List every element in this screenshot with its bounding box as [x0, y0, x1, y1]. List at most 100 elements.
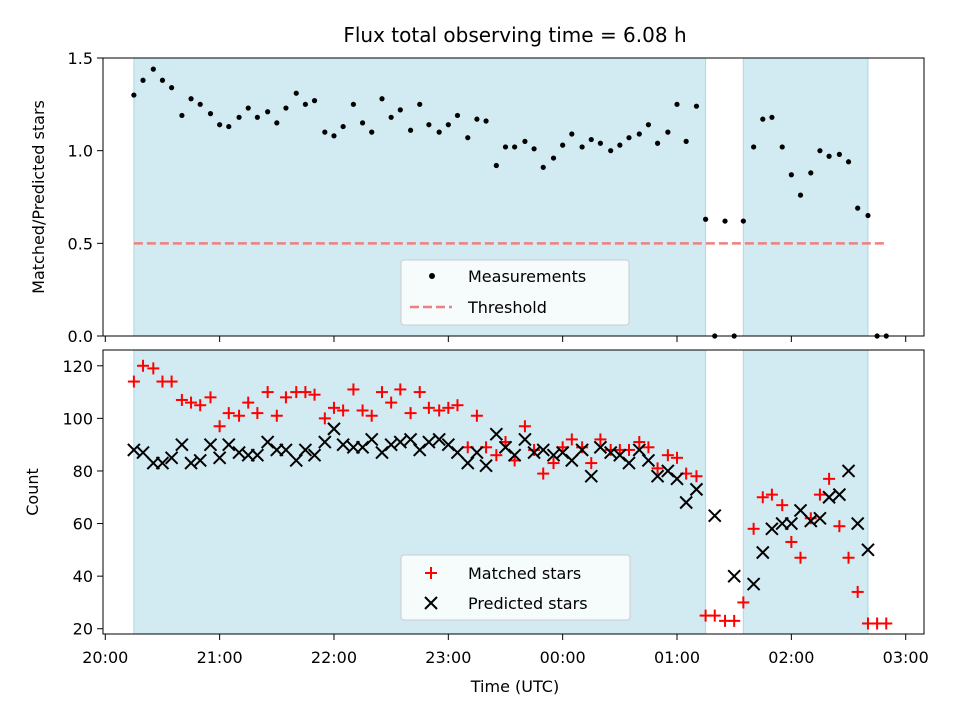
- measurement-point: [322, 129, 328, 135]
- predicted-star-marker: [175, 437, 189, 452]
- matched-star-marker: [308, 388, 321, 401]
- measurement-point: [626, 135, 632, 141]
- bottom-panel: 20 40 60 80 100 120 20:00 21:00 22:00 23:00 00:00…: [23, 349, 929, 696]
- measurement-point: [483, 118, 489, 124]
- measurement-point: [865, 212, 871, 219]
- measurement-point: [560, 142, 566, 148]
- predicted-star-marker: [641, 453, 656, 468]
- matched-star-marker: [518, 420, 531, 433]
- measurement-point: [131, 92, 137, 98]
- measurement-point: [150, 66, 156, 72]
- legend-matched-marker: [425, 567, 437, 579]
- matched-star-marker: [851, 585, 864, 598]
- predicted-star-marker: [832, 487, 847, 502]
- matched-star-marker: [671, 451, 684, 464]
- predicted-star-marker: [470, 445, 484, 460]
- bottom-y-tick-label: 100: [62, 409, 93, 428]
- matched-star-marker: [213, 420, 226, 433]
- predicted-star-marker: [203, 437, 218, 452]
- matched-star-marker: [442, 401, 455, 414]
- matched-star-marker: [433, 404, 446, 417]
- measurement-point: [454, 112, 461, 119]
- predicted-star-marker: [804, 514, 818, 528]
- measurement-point: [140, 77, 146, 83]
- matched-star-marker: [327, 401, 340, 414]
- predicted-star-marker: [593, 440, 608, 455]
- bottom-y-tick-label: 120: [62, 357, 93, 376]
- predicted-star-marker: [193, 453, 207, 468]
- measurement-point: [226, 123, 232, 130]
- bottom-legend-box: [400, 554, 631, 621]
- matched-star-marker: [242, 396, 255, 409]
- top-y-tick-label: 1.5: [68, 49, 93, 68]
- predicted-star-marker: [603, 445, 618, 460]
- measurement-point: [217, 122, 223, 128]
- x-tick-label: 03:00: [883, 648, 929, 667]
- matched-star-marker: [651, 462, 664, 475]
- predicted-star-marker: [336, 437, 350, 452]
- measurement-point: [751, 144, 757, 150]
- predicted-star-marker: [575, 443, 589, 457]
- predicted-star-marker: [650, 469, 665, 483]
- x-tick-label: 23:00: [425, 648, 471, 667]
- x-tick-label: 22:00: [311, 648, 357, 667]
- predicted-star-marker: [850, 516, 865, 531]
- top-y-ticks: 0.0 0.5 1.0 1.5: [68, 49, 103, 346]
- matched-star-marker: [147, 362, 160, 375]
- matched-star-marker: [356, 404, 369, 417]
- legend-measurements-marker: [429, 273, 435, 279]
- predicted-star-marker: [841, 464, 856, 478]
- measurement-point: [636, 131, 642, 137]
- matched-star-marker: [594, 433, 607, 446]
- matched-star-marker: [490, 449, 503, 462]
- matched-star-marker: [222, 407, 235, 420]
- x-tick-label: 02:00: [768, 648, 814, 667]
- measurement-point: [579, 144, 585, 150]
- measurement-point: [722, 218, 728, 224]
- measurement-points: [131, 66, 889, 339]
- matched-star-marker: [765, 488, 778, 501]
- predicted-star-marker: [422, 435, 436, 449]
- matched-star-marker: [737, 596, 750, 609]
- bottom-y-axis-label: Count: [23, 468, 42, 516]
- matched-star-marker: [270, 409, 283, 422]
- top-shaded-interval: [742, 57, 869, 337]
- measurement-point: [359, 120, 366, 126]
- measurement-point: [397, 107, 403, 113]
- matched-star-marker: [776, 499, 789, 512]
- matched-star-marker: [690, 470, 703, 483]
- top-y-axis-label: Matched/Predicted stars: [29, 100, 48, 294]
- x-axis-label: Time (UTC): [470, 677, 559, 696]
- measurement-point: [826, 153, 832, 159]
- measurement-point: [693, 103, 700, 109]
- measurement-point: [236, 114, 242, 120]
- matched-star-marker: [661, 449, 674, 462]
- predicted-star-marker: [518, 432, 532, 447]
- matched-star-marker: [547, 457, 560, 470]
- bottom-y-tick-label: 60: [73, 515, 93, 534]
- measurement-point: [493, 162, 499, 169]
- measurement-point: [760, 116, 766, 122]
- matched-star-marker: [756, 491, 769, 504]
- predicted-star-marker: [793, 503, 808, 518]
- measurement-point: [797, 192, 804, 198]
- measurement-point: [188, 96, 194, 102]
- matched-star-marker: [813, 488, 826, 501]
- measurement-point: [845, 159, 852, 165]
- legend-measurements-label: Measurements: [468, 267, 586, 286]
- bottom-plot-frame: [102, 349, 925, 635]
- matched-star-marker: [422, 401, 435, 414]
- measurement-point: [207, 111, 214, 117]
- bottom-shaded-interval: [742, 349, 869, 635]
- matched-star-marker: [137, 359, 150, 372]
- predicted-star-marker: [393, 435, 408, 449]
- measurement-point: [197, 101, 203, 107]
- predicted-star-marker: [479, 458, 493, 473]
- measurement-point: [597, 140, 604, 146]
- matched-star-marker: [365, 409, 378, 422]
- matched-star-marker: [337, 404, 350, 417]
- predicted-star-marker: [279, 443, 293, 457]
- matched-star-marker: [470, 409, 483, 422]
- measurement-point: [855, 205, 861, 211]
- predicted-star-marker: [622, 456, 636, 470]
